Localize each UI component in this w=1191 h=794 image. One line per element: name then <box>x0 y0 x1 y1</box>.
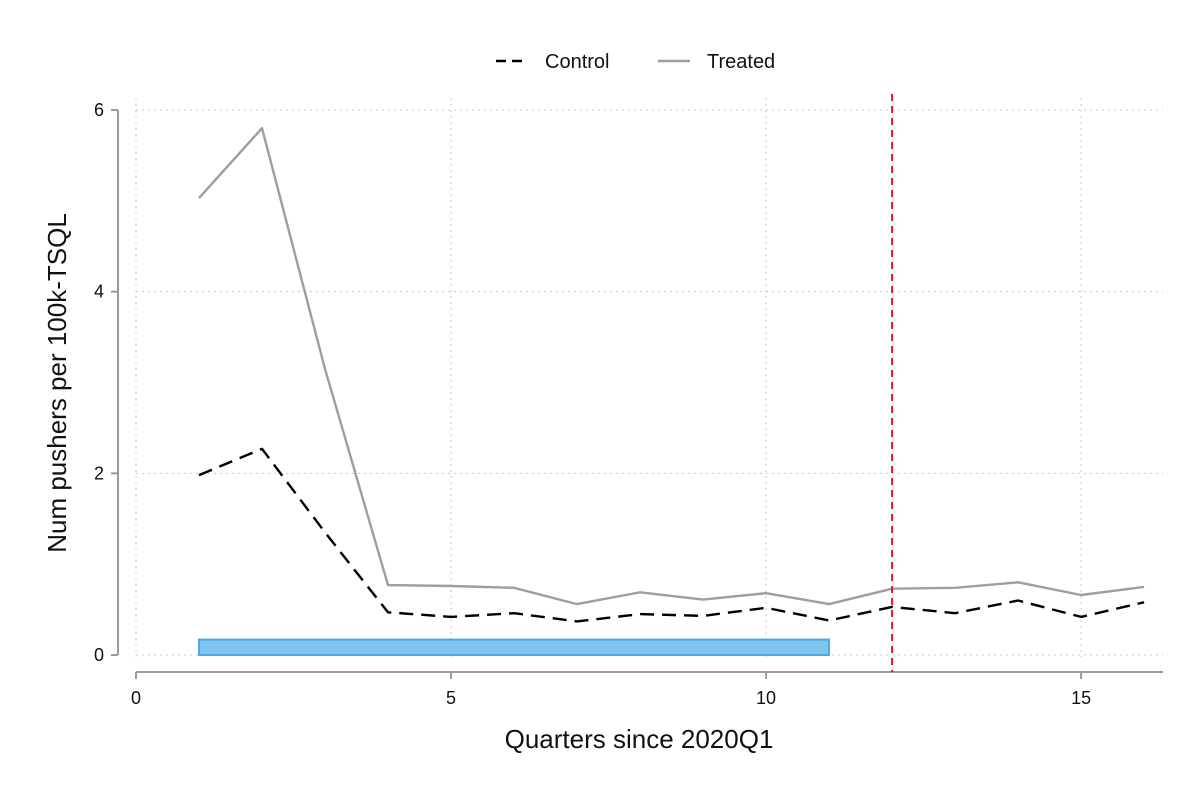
axes: 0 5 10 15 0 2 4 6 <box>94 100 1163 708</box>
legend-label-treated: Treated <box>707 51 775 73</box>
x-axis-title: Quarters since 2020Q1 <box>505 724 774 754</box>
y-axis-title: Num pushers per 100k-TSQL <box>42 213 72 553</box>
x-tick-label: 10 <box>756 688 776 708</box>
x-tick-label: 15 <box>1071 688 1091 708</box>
series-line-treated <box>198 126 1145 606</box>
x-tick-label: 0 <box>131 688 141 708</box>
series-layer <box>198 126 1145 623</box>
period-bar-layer <box>198 638 831 657</box>
x-tick-label: 5 <box>446 688 456 708</box>
grid <box>135 98 1163 657</box>
y-tick-label: 4 <box>94 282 104 302</box>
y-tick-label: 6 <box>94 100 104 120</box>
series-line-control <box>198 447 1145 623</box>
y-tick-label: 2 <box>94 463 104 483</box>
y-tick-label: 0 <box>94 645 104 665</box>
legend-label-control: Control <box>545 51 609 73</box>
period-bar <box>198 638 831 657</box>
legend: Control Treated <box>496 51 775 73</box>
